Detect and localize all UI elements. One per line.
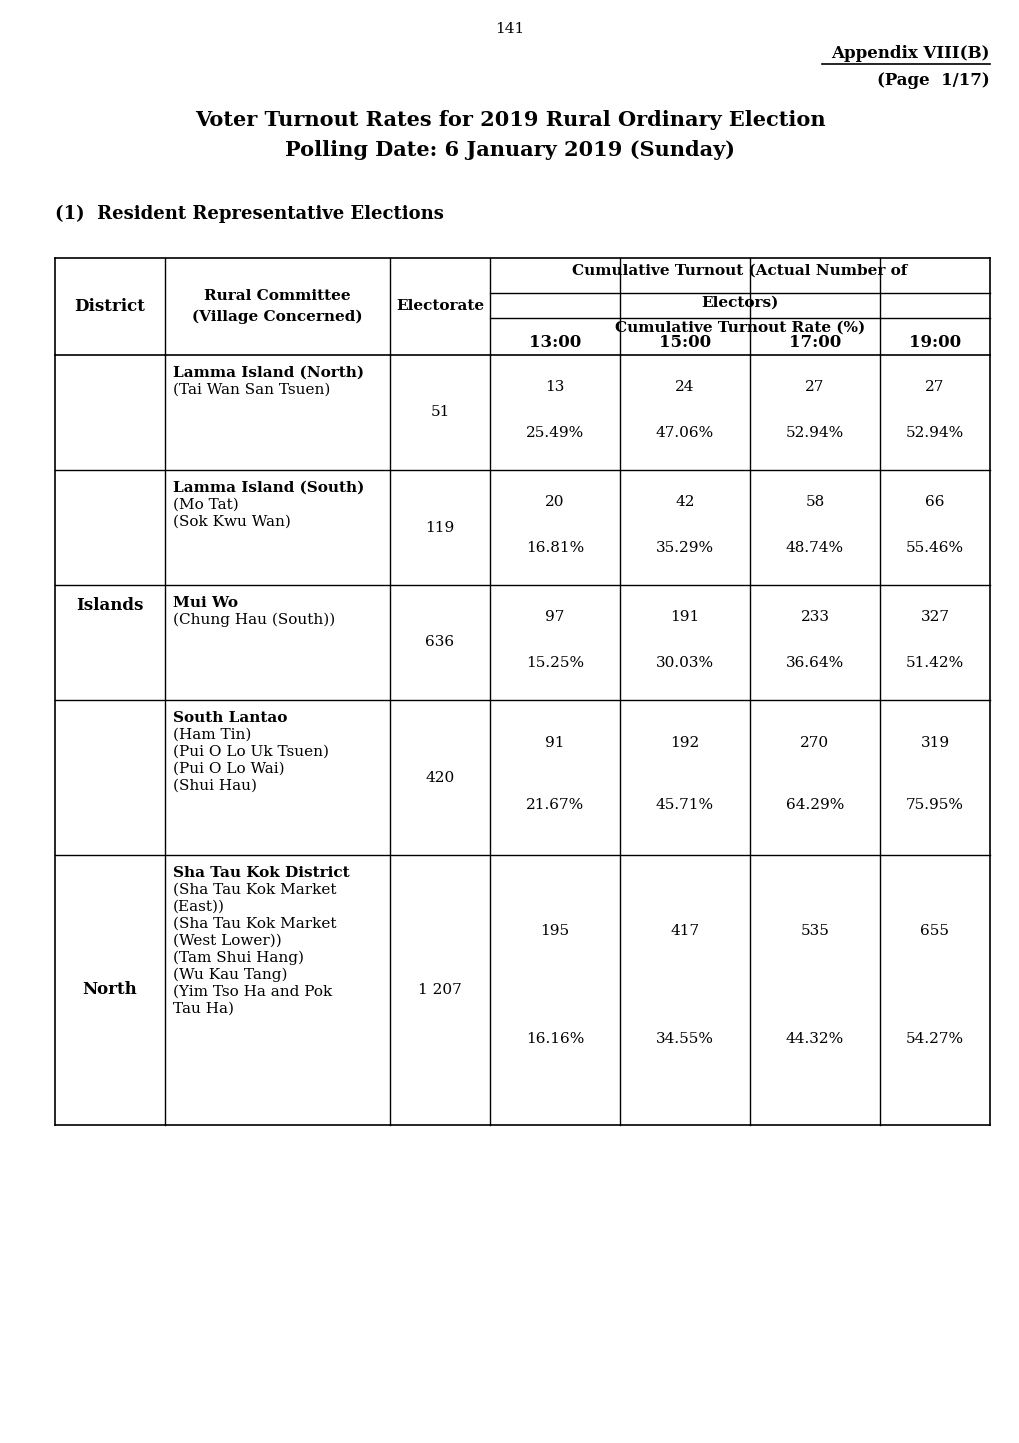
- Text: 15:00: 15:00: [658, 333, 710, 351]
- Text: Lamma Island (South): Lamma Island (South): [173, 481, 364, 495]
- Text: 319: 319: [919, 736, 949, 750]
- Text: 51.42%: 51.42%: [905, 657, 963, 670]
- Text: 58: 58: [805, 495, 823, 509]
- Text: 35.29%: 35.29%: [655, 541, 713, 556]
- Text: 52.94%: 52.94%: [905, 426, 963, 440]
- Text: 420: 420: [425, 771, 454, 785]
- Text: 15.25%: 15.25%: [526, 657, 584, 670]
- Text: 24: 24: [675, 380, 694, 394]
- Text: North: North: [83, 981, 138, 999]
- Text: 25.49%: 25.49%: [526, 426, 584, 440]
- Text: 19:00: 19:00: [908, 333, 960, 351]
- Text: 55.46%: 55.46%: [905, 541, 963, 556]
- Text: 233: 233: [800, 610, 828, 625]
- Text: 44.32%: 44.32%: [785, 1032, 844, 1046]
- Text: 47.06%: 47.06%: [655, 426, 713, 440]
- Text: 192: 192: [669, 736, 699, 750]
- Text: (Shui Hau): (Shui Hau): [173, 779, 257, 794]
- Text: 655: 655: [919, 924, 949, 938]
- Text: Electors): Electors): [701, 296, 777, 310]
- Text: 141: 141: [495, 22, 524, 36]
- Text: 27: 27: [924, 380, 944, 394]
- Text: (Mo Tat): (Mo Tat): [173, 498, 238, 512]
- Text: 45.71%: 45.71%: [655, 798, 713, 812]
- Text: District: District: [74, 299, 146, 315]
- Text: 327: 327: [919, 610, 949, 625]
- Text: (Sok Kwu Wan): (Sok Kwu Wan): [173, 515, 290, 530]
- Text: 191: 191: [669, 610, 699, 625]
- Text: Voter Turnout Rates for 2019 Rural Ordinary Election: Voter Turnout Rates for 2019 Rural Ordin…: [195, 110, 824, 130]
- Text: 36.64%: 36.64%: [785, 657, 844, 670]
- Text: Cumulative Turnout Rate (%): Cumulative Turnout Rate (%): [614, 320, 864, 335]
- Text: South Lantao: South Lantao: [173, 711, 287, 724]
- Text: Lamma Island (North): Lamma Island (North): [173, 367, 364, 380]
- Text: 16.81%: 16.81%: [526, 541, 584, 556]
- Text: 52.94%: 52.94%: [785, 426, 844, 440]
- Text: 270: 270: [800, 736, 828, 750]
- Text: Electorate: Electorate: [395, 300, 484, 313]
- Text: (Yim Tso Ha and Pok: (Yim Tso Ha and Pok: [173, 986, 332, 999]
- Text: 54.27%: 54.27%: [905, 1032, 963, 1046]
- Text: 64.29%: 64.29%: [785, 798, 844, 812]
- Text: 48.74%: 48.74%: [786, 541, 844, 556]
- Text: Mui Wo: Mui Wo: [173, 596, 237, 610]
- Text: 17:00: 17:00: [788, 333, 841, 351]
- Text: Cumulative Turnout (Actual Number of: Cumulative Turnout (Actual Number of: [572, 264, 907, 278]
- Text: 42: 42: [675, 495, 694, 509]
- Text: 535: 535: [800, 924, 828, 938]
- Text: 13:00: 13:00: [529, 333, 581, 351]
- Text: (Page  1/17): (Page 1/17): [876, 72, 989, 89]
- Text: 119: 119: [425, 521, 454, 534]
- Text: (West Lower)): (West Lower)): [173, 934, 281, 948]
- Text: (Tai Wan San Tsuen): (Tai Wan San Tsuen): [173, 382, 330, 397]
- Text: (Tam Shui Hang): (Tam Shui Hang): [173, 951, 304, 965]
- Text: (Wu Kau Tang): (Wu Kau Tang): [173, 968, 287, 983]
- Text: 20: 20: [545, 495, 565, 509]
- Text: 16.16%: 16.16%: [526, 1032, 584, 1046]
- Text: (Sha Tau Kok Market: (Sha Tau Kok Market: [173, 916, 336, 931]
- Text: 636: 636: [425, 635, 454, 649]
- Text: 195: 195: [540, 924, 569, 938]
- Text: 91: 91: [545, 736, 565, 750]
- Text: 13: 13: [545, 380, 565, 394]
- Text: 75.95%: 75.95%: [905, 798, 963, 812]
- Text: (1)  Resident Representative Elections: (1) Resident Representative Elections: [55, 205, 443, 224]
- Text: 21.67%: 21.67%: [526, 798, 584, 812]
- Text: Rural Committee
(Village Concerned): Rural Committee (Village Concerned): [192, 289, 363, 325]
- Text: (East)): (East)): [173, 900, 225, 913]
- Text: (Sha Tau Kok Market: (Sha Tau Kok Market: [173, 883, 336, 898]
- Text: 30.03%: 30.03%: [655, 657, 713, 670]
- Text: 417: 417: [669, 924, 699, 938]
- Text: 1 207: 1 207: [418, 983, 462, 997]
- Text: (Pui O Lo Wai): (Pui O Lo Wai): [173, 762, 284, 776]
- Text: Polling Date: 6 January 2019 (Sunday): Polling Date: 6 January 2019 (Sunday): [284, 140, 735, 160]
- Text: Appendix VIII(B): Appendix VIII(B): [830, 45, 989, 62]
- Text: (Chung Hau (South)): (Chung Hau (South)): [173, 613, 335, 628]
- Text: Islands: Islands: [76, 596, 144, 613]
- Text: 97: 97: [545, 610, 565, 625]
- Text: 66: 66: [924, 495, 944, 509]
- Text: Tau Ha): Tau Ha): [173, 1001, 233, 1016]
- Text: (Ham Tin): (Ham Tin): [173, 729, 251, 742]
- Text: 34.55%: 34.55%: [655, 1032, 713, 1046]
- Text: (Pui O Lo Uk Tsuen): (Pui O Lo Uk Tsuen): [173, 745, 329, 759]
- Text: Sha Tau Kok District: Sha Tau Kok District: [173, 866, 350, 880]
- Text: 51: 51: [430, 405, 449, 420]
- Text: 27: 27: [805, 380, 824, 394]
